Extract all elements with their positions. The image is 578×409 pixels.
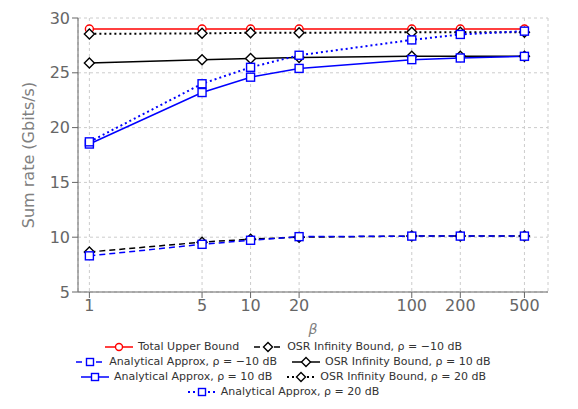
svg-text:β: β	[308, 321, 318, 337]
svg-text:10: 10	[50, 228, 70, 247]
svg-text:1: 1	[84, 296, 94, 315]
svg-text:5: 5	[197, 296, 207, 315]
svg-text:25: 25	[50, 63, 70, 82]
svg-text:20: 20	[289, 296, 309, 315]
svg-text:20: 20	[50, 118, 70, 137]
html-text:OSR Infinity Bound, ρ = −10 dB: OSR Infinity Bound, ρ = −10 dB	[287, 340, 462, 353]
html-text:OSR Infinity Bound, ρ = 10 dB: OSR Infinity Bound, ρ = 10 dB	[325, 355, 491, 368]
svg-text:Sum rate (Gbits/s): Sum rate (Gbits/s)	[19, 82, 38, 228]
svg-text:15: 15	[50, 173, 70, 192]
svg-text:500: 500	[509, 296, 540, 315]
html-text:Analytical Approx, ρ = 20 dB: Analytical Approx, ρ = 20 dB	[220, 385, 380, 398]
svg-text:100: 100	[396, 296, 427, 315]
svg-text:200: 200	[445, 296, 476, 315]
svg-text:10: 10	[240, 296, 260, 315]
svg-text:5: 5	[60, 283, 70, 302]
html-text:Total Upper Bound: Total Upper Bound	[137, 340, 240, 353]
html-text:Analytical Approx, ρ = −10 dB: Analytical Approx, ρ = −10 dB	[109, 355, 277, 368]
svg-text:30: 30	[50, 9, 70, 28]
html-text:OSR Infinity Bound, ρ = 20 dB: OSR Infinity Bound, ρ = 20 dB	[320, 370, 486, 383]
html-text:Analytical Approx, ρ = 10 dB: Analytical Approx, ρ = 10 dB	[114, 370, 273, 383]
